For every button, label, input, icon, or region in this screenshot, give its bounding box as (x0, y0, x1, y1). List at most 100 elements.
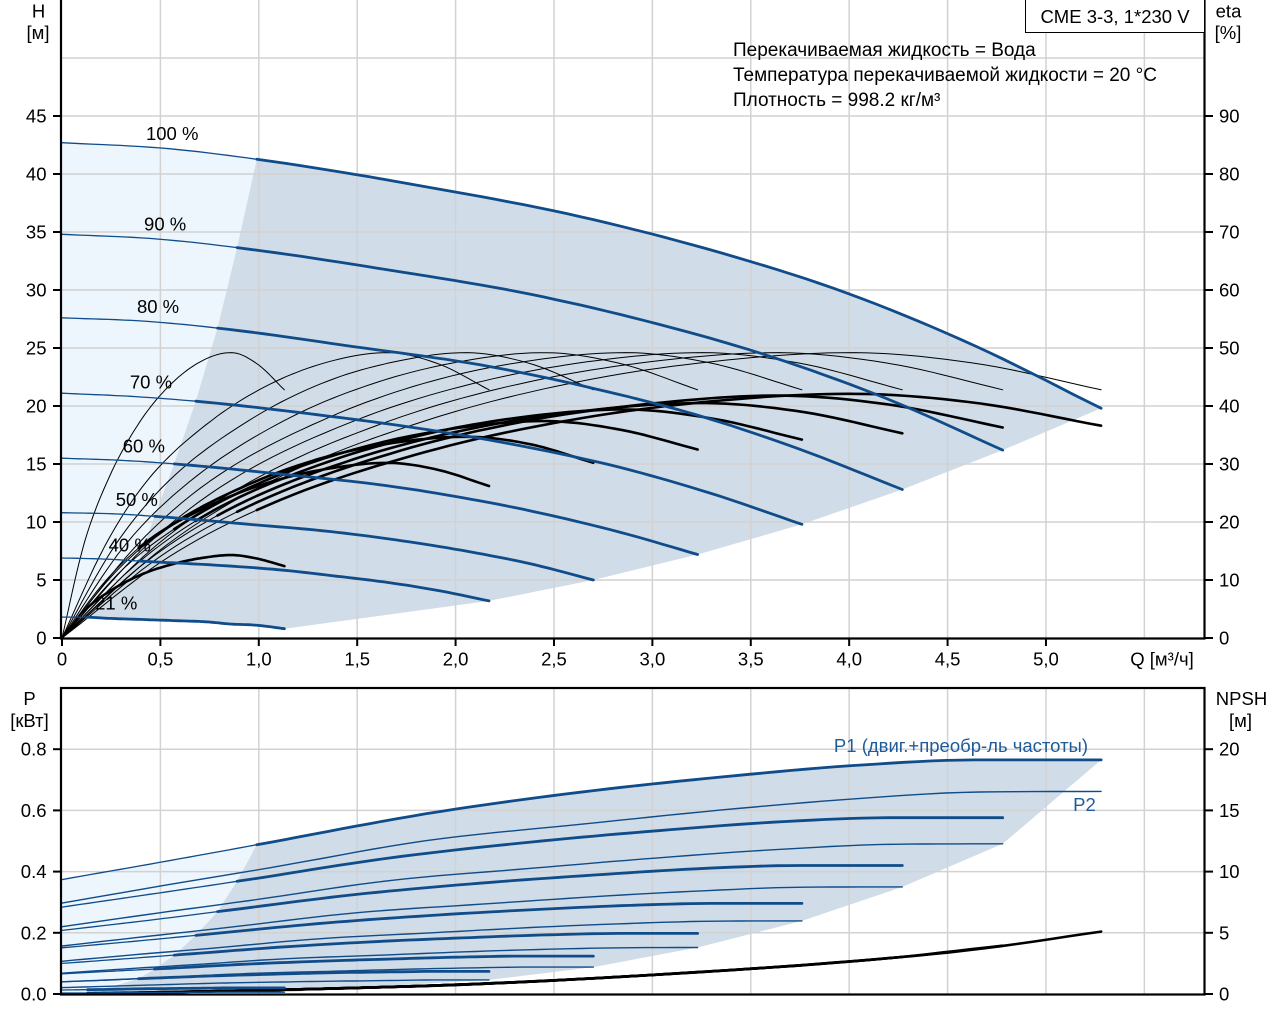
head-efficiency-chart: 100 % 90 % 80 % 70 % 60 % 50 % 40 % 21 % 0 5 10 15 2… (26, 0, 1242, 670)
head-curve (235, 246, 1005, 452)
p2-curve (61, 843, 1004, 928)
y-tick-label: 0.8 (21, 739, 47, 760)
y-tick-label: 40 (26, 164, 47, 185)
p2-curve (61, 946, 699, 974)
p2-curve (61, 886, 903, 947)
x-tick-label: 2,0 (443, 649, 469, 670)
y2-tick-label: 20 (1219, 739, 1240, 760)
info-line-density: Плотность = 998.2 кг/м³ (733, 90, 941, 111)
y-tick-label: 10 (26, 512, 47, 533)
p1-curve-extended (61, 954, 175, 965)
p2-curve (61, 920, 803, 962)
x-tick-label: 0,5 (148, 649, 174, 670)
eta-pump-curve (61, 352, 699, 639)
y2-axis-unit: [%] (1215, 22, 1242, 43)
pump-model-box: CME 3-3, 1*230 V (1025, 0, 1205, 33)
y-tick-label: 0.2 (21, 922, 47, 943)
x-tick-label: 3,0 (640, 649, 666, 670)
y-tick-label: 25 (26, 338, 47, 359)
head-curve-extended (61, 457, 175, 465)
p1-curve (137, 970, 491, 981)
y2-axis-title: NPSH (1216, 688, 1267, 709)
y2-tick-label: 40 (1219, 396, 1240, 417)
head-curve (255, 157, 1103, 410)
p2-curve (61, 979, 490, 989)
head-curve-extended (61, 233, 238, 249)
p1-curve-extended (61, 978, 140, 983)
y-tick-label: 30 (26, 280, 47, 301)
operating-range-area (87, 159, 1102, 629)
p1-curve (255, 758, 1103, 847)
y2-tick-label: 50 (1219, 338, 1240, 359)
fluid-info: Перекачиваемая жидкость = Вода Температу… (733, 38, 1157, 113)
speed-label: 50 % (116, 489, 158, 510)
y2-axis-title: eta (1216, 1, 1242, 22)
speed-label: 100 % (146, 123, 198, 144)
p1-curve (153, 954, 595, 971)
head-curve-extended (61, 317, 219, 329)
y-tick-label: 20 (26, 396, 47, 417)
p1-curve-extended (61, 968, 156, 975)
y-tick-label: 45 (26, 106, 47, 127)
y-tick-label: 0.0 (21, 984, 47, 1005)
p2-curve (61, 991, 286, 994)
p1-curve (216, 864, 904, 913)
y-tick-label: 5 (36, 570, 46, 591)
p1-curve (172, 932, 699, 957)
y2-tick-label: 70 (1219, 222, 1240, 243)
head-curve (172, 462, 699, 556)
y2-tick-label: 0 (1219, 984, 1229, 1005)
y2-tick-label: 0 (1219, 628, 1229, 649)
y-axis-unit: [м] (27, 22, 50, 43)
x-tick-label: 1,0 (246, 649, 272, 670)
y-tick-label: 0.6 (21, 800, 47, 821)
head-curve-extended (61, 512, 156, 517)
x-tick-label: 0 (57, 649, 67, 670)
p1-curve-extended (61, 910, 219, 932)
y-tick-label: 0 (36, 628, 46, 649)
y2-tick-label: 5 (1219, 922, 1229, 943)
speed-label: 80 % (137, 296, 179, 317)
y2-axis-unit: [м] (1229, 710, 1252, 731)
y-tick-label: 35 (26, 222, 47, 243)
power-npsh-chart: P1 (двиг.+преобр-ль частоты) P2 0.0 0.2 0.4 0… (10, 686, 1267, 1005)
p1-curve-extended (61, 934, 197, 949)
eta-total-curve (153, 435, 595, 539)
speed-label: 60 % (123, 436, 165, 457)
p1-curve-extended (61, 880, 238, 908)
speed-label: 21 % (95, 593, 137, 614)
y2-tick-label: 30 (1219, 454, 1240, 475)
y2-tick-label: 60 (1219, 280, 1240, 301)
eta-total-curve-extended (61, 520, 197, 639)
y-axis-unit: [кВт] (10, 710, 49, 731)
x-tick-label: 3,5 (738, 649, 764, 670)
x-tick-label: 4,5 (935, 649, 961, 670)
speed-label: 90 % (144, 214, 186, 235)
x-tick-label: 1,5 (344, 649, 370, 670)
y2-tick-label: 10 (1219, 861, 1240, 882)
y2-tick-label: 10 (1219, 570, 1240, 591)
power-curves (61, 758, 1103, 994)
eta-total-curve-extended (61, 528, 175, 639)
speed-label: 70 % (130, 372, 172, 393)
extended-range-area (62, 142, 257, 618)
eta-total-curve-extended (61, 607, 89, 639)
grid (61, 0, 1205, 638)
head-curves (61, 142, 1103, 631)
plot-frame (59, 686, 1206, 996)
eta-pump-curve (61, 352, 594, 639)
eta-total-curve-extended (61, 511, 238, 639)
p1-curve-extended (61, 844, 258, 881)
p2-curve-label: P2 (1073, 794, 1096, 815)
head-curve-extended (61, 392, 197, 402)
y2-tick-label: 20 (1219, 512, 1240, 533)
eta-pump-curve (61, 352, 285, 639)
eta-pump-curve (61, 352, 903, 639)
eta-total-curve-extended (61, 515, 218, 639)
p1-curve (86, 986, 286, 992)
y2-tick-label: 80 (1219, 164, 1240, 185)
x-tick-label: 2,5 (541, 649, 567, 670)
y2-tick-label: 90 (1219, 106, 1240, 127)
x-tick-label: 5,0 (1033, 649, 1059, 670)
